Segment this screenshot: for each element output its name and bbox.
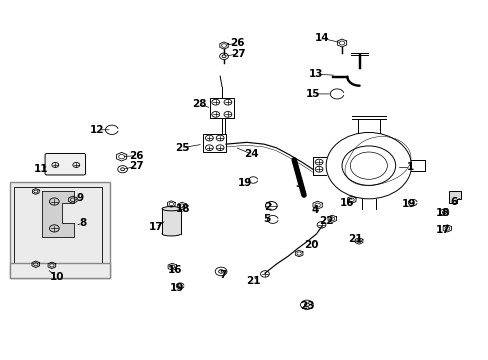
Ellipse shape	[162, 231, 180, 236]
Text: 7: 7	[219, 270, 226, 280]
FancyBboxPatch shape	[10, 182, 110, 278]
Text: 21: 21	[245, 276, 260, 286]
FancyBboxPatch shape	[45, 153, 85, 175]
Text: 23: 23	[299, 301, 313, 311]
Text: 19: 19	[238, 178, 252, 188]
Text: 9: 9	[76, 193, 83, 203]
Ellipse shape	[162, 207, 180, 211]
Text: 3: 3	[295, 179, 302, 189]
Polygon shape	[42, 191, 74, 237]
Text: 6: 6	[449, 197, 457, 207]
Text: 11: 11	[33, 164, 48, 174]
Text: 8: 8	[79, 218, 86, 228]
Polygon shape	[448, 192, 461, 203]
Text: 19: 19	[170, 283, 184, 293]
Text: 19: 19	[401, 199, 416, 210]
Text: 26: 26	[129, 150, 143, 161]
Text: 14: 14	[315, 33, 329, 43]
Text: 4: 4	[311, 206, 318, 216]
Text: 16: 16	[339, 198, 353, 208]
Polygon shape	[162, 209, 180, 234]
Text: 24: 24	[244, 149, 259, 159]
Text: 15: 15	[305, 89, 320, 99]
Text: 27: 27	[129, 161, 143, 171]
Text: 28: 28	[192, 99, 206, 109]
Text: 17: 17	[148, 222, 163, 232]
Text: 21: 21	[348, 234, 362, 244]
Text: 26: 26	[229, 38, 244, 48]
Text: 22: 22	[319, 216, 333, 225]
Text: 25: 25	[175, 143, 189, 153]
Text: 27: 27	[231, 49, 245, 59]
Text: 17: 17	[435, 225, 450, 235]
Text: 5: 5	[262, 215, 269, 224]
Text: 10: 10	[49, 272, 64, 282]
Text: 13: 13	[308, 69, 323, 79]
Text: 20: 20	[304, 240, 318, 250]
Text: 12: 12	[90, 125, 104, 135]
FancyBboxPatch shape	[10, 263, 110, 278]
Text: 16: 16	[168, 265, 182, 275]
Text: 1: 1	[406, 162, 413, 172]
Text: 18: 18	[176, 204, 190, 215]
Text: 2: 2	[264, 202, 271, 212]
Text: 18: 18	[435, 208, 449, 218]
